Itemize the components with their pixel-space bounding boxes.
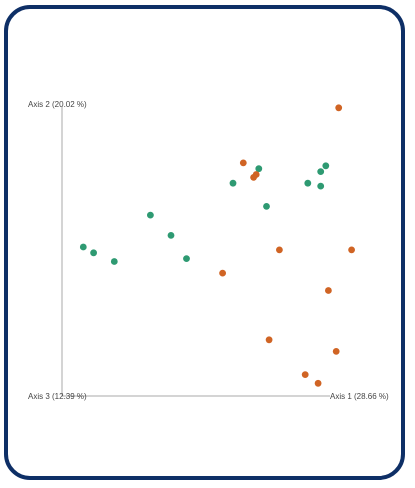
data-point — [265, 336, 273, 344]
data-point — [239, 159, 247, 167]
chart-card — [4, 5, 405, 480]
data-point — [167, 232, 175, 239]
data-point — [304, 179, 312, 187]
data-point — [255, 165, 263, 173]
data-point — [229, 179, 237, 187]
data-point — [317, 168, 325, 176]
data-point — [276, 246, 283, 254]
data-point — [325, 287, 332, 294]
axis-2-label: Axis 2 (20.02 %) — [28, 100, 87, 109]
data-point — [301, 371, 309, 378]
axis-1-label: Axis 1 (28.66 %) — [330, 392, 389, 401]
data-point — [219, 269, 227, 277]
data-points — [79, 104, 355, 387]
data-point — [317, 182, 325, 190]
data-point — [90, 249, 97, 257]
data-point — [147, 211, 154, 219]
axis-3-label: Axis 3 (12.39 %) — [28, 392, 87, 401]
data-point — [322, 162, 330, 170]
data-point — [183, 255, 190, 262]
data-point — [332, 348, 340, 355]
data-point — [252, 171, 260, 178]
data-point — [348, 246, 355, 254]
data-point — [263, 203, 270, 210]
data-point — [335, 104, 343, 112]
data-point — [314, 379, 322, 387]
data-point — [110, 258, 118, 265]
data-point — [79, 243, 87, 251]
axes — [61, 107, 330, 397]
